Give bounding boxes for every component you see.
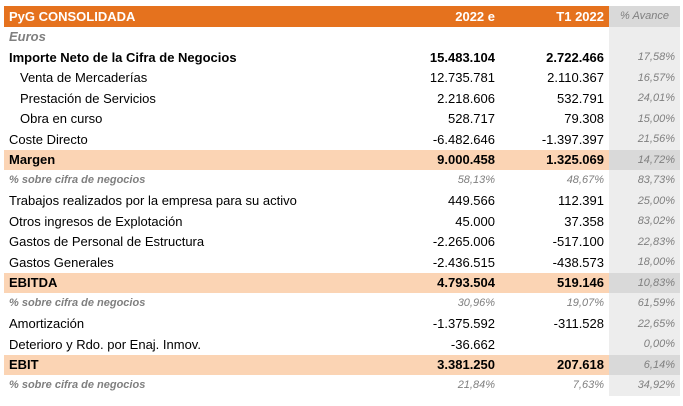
table-row: Coste Directo -6.482.646 -1.397.397 21,5… bbox=[4, 129, 680, 150]
row-value-2022e: 4.793.504 bbox=[412, 272, 500, 293]
row-value-t1-2022: -438.573 bbox=[552, 254, 604, 270]
row-label: Amortización bbox=[9, 316, 85, 332]
column-header-avance: % Avance bbox=[609, 6, 680, 27]
column-header-2022e: 2022 e bbox=[412, 6, 500, 27]
row-label: Otros ingresos de Explotación bbox=[9, 213, 183, 229]
row-label: % sobre cifra de negocios bbox=[9, 174, 146, 187]
row-value-t1-2022: 1.325.069 bbox=[500, 149, 609, 170]
row-avance: 21,56% bbox=[609, 129, 680, 150]
row-value-2022e: 3.381.250 bbox=[412, 354, 500, 375]
column-header-t1-2022: T1 2022 bbox=[500, 6, 609, 27]
row-avance: 22,83% bbox=[609, 231, 680, 252]
table-row: Obra en curso 528.717 79.308 15,00% bbox=[4, 108, 680, 129]
subtotal-row-margen: Margen 9.000.458 1.325.069 14,72% bbox=[4, 149, 680, 170]
row-avance: 0,00% bbox=[609, 334, 680, 355]
header-row: PyG CONSOLIDADA 2022 e T1 2022 % Avance bbox=[4, 6, 680, 27]
table-row: Amortización -1.375.592 -311.528 22,65% bbox=[4, 313, 680, 334]
row-value-2022e: 449.566 bbox=[448, 193, 495, 209]
row-label: Deterioro y Rdo. por Enaj. Inmov. bbox=[9, 336, 201, 352]
row-value-2022e: 21,84% bbox=[457, 379, 495, 392]
row-avance: 6,14% bbox=[609, 354, 680, 375]
row-value-t1-2022: -517.100 bbox=[552, 234, 604, 250]
pyg-table: PyG CONSOLIDADA 2022 e T1 2022 % Avance … bbox=[4, 6, 680, 396]
row-label: Obra en curso bbox=[20, 111, 103, 127]
row-avance: 25,00% bbox=[609, 190, 680, 211]
row-avance: 10,83% bbox=[609, 272, 680, 293]
row-value-2022e: 45.000 bbox=[455, 213, 495, 229]
row-value-2022e: -6.482.646 bbox=[432, 131, 495, 147]
table-row: Importe Neto de la Cifra de Negocios 15.… bbox=[4, 47, 680, 68]
row-value-t1-2022: 2.110.367 bbox=[547, 70, 604, 86]
row-label: Importe Neto de la Cifra de Negocios bbox=[9, 49, 237, 65]
table-row: Venta de Mercaderías 12.735.781 2.110.36… bbox=[4, 67, 680, 88]
row-value-t1-2022: 519.146 bbox=[500, 272, 609, 293]
row-label: EBIT bbox=[4, 354, 412, 375]
row-value-t1-2022: 2.722.466 bbox=[546, 49, 604, 65]
row-label: Trabajos realizados por la empresa para … bbox=[9, 193, 297, 209]
row-avance: 15,00% bbox=[609, 108, 680, 129]
row-avance: 22,65% bbox=[609, 313, 680, 334]
row-value-t1-2022: 207.618 bbox=[500, 354, 609, 375]
row-value-2022e: 58,13% bbox=[457, 174, 495, 187]
row-avance: 61,59% bbox=[609, 293, 680, 314]
row-avance: 34,92% bbox=[609, 375, 680, 396]
row-value-2022e: -1.375.592 bbox=[432, 316, 495, 332]
row-avance: 83,02% bbox=[609, 211, 680, 232]
units-row: Euros bbox=[4, 26, 680, 47]
row-value-t1-2022: -311.528 bbox=[553, 316, 604, 332]
row-value-2022e: 30,96% bbox=[457, 297, 495, 310]
row-label: EBITDA bbox=[4, 272, 412, 293]
row-label: Prestación de Servicios bbox=[20, 90, 156, 106]
row-label: Margen bbox=[4, 149, 412, 170]
row-label: Coste Directo bbox=[9, 131, 88, 147]
table-row: Gastos Generales -2.436.515 -438.573 18,… bbox=[4, 252, 680, 273]
row-value-2022e: -2.265.006 bbox=[432, 234, 495, 250]
row-value-t1-2022: 37.358 bbox=[564, 213, 604, 229]
row-avance: 83,73% bbox=[609, 170, 680, 191]
row-label: Gastos de Personal de Estructura bbox=[9, 234, 205, 250]
row-value-t1-2022: 532.791 bbox=[557, 90, 604, 106]
row-value-t1-2022 bbox=[500, 334, 609, 355]
table-row: Prestación de Servicios 2.218.606 532.79… bbox=[4, 88, 680, 109]
row-avance: 24,01% bbox=[609, 88, 680, 109]
table-row: Deterioro y Rdo. por Enaj. Inmov. -36.66… bbox=[4, 334, 680, 355]
row-value-t1-2022: 112.391 bbox=[557, 193, 604, 209]
row-value-2022e: -36.662 bbox=[450, 336, 495, 352]
subtotal-row-ebitda: EBITDA 4.793.504 519.146 10,83% bbox=[4, 272, 680, 293]
row-value-t1-2022: 7,63% bbox=[572, 379, 604, 392]
row-value-t1-2022: 79.308 bbox=[564, 111, 604, 127]
ratio-row: % sobre cifra de negocios 58,13% 48,67% … bbox=[4, 170, 680, 191]
row-avance: 14,72% bbox=[609, 149, 680, 170]
row-value-2022e: 528.717 bbox=[448, 111, 495, 127]
row-avance: 17,58% bbox=[609, 47, 680, 68]
row-value-t1-2022: 19,07% bbox=[566, 297, 604, 310]
units-label: Euros bbox=[9, 29, 46, 45]
row-value-2022e: 12.735.781 bbox=[429, 70, 495, 86]
ratio-row: % sobre cifra de negocios 30,96% 19,07% … bbox=[4, 293, 680, 314]
table-row: Otros ingresos de Explotación 45.000 37.… bbox=[4, 211, 680, 232]
row-value-t1-2022: -1.397.397 bbox=[541, 131, 604, 147]
row-label: Gastos Generales bbox=[9, 254, 114, 270]
row-avance: 18,00% bbox=[609, 252, 680, 273]
row-label: Venta de Mercaderías bbox=[20, 70, 148, 86]
ratio-row: % sobre cifra de negocios 21,84% 7,63% 3… bbox=[4, 375, 680, 396]
row-label: % sobre cifra de negocios bbox=[9, 379, 146, 392]
row-value-2022e: -2.436.515 bbox=[432, 254, 495, 270]
table-row: Trabajos realizados por la empresa para … bbox=[4, 190, 680, 211]
table-row: Gastos de Personal de Estructura -2.265.… bbox=[4, 231, 680, 252]
table-title: PyG CONSOLIDADA bbox=[4, 6, 412, 27]
row-avance: 16,57% bbox=[609, 67, 680, 88]
row-value-2022e: 15.483.104 bbox=[429, 49, 495, 65]
row-value-2022e: 2.218.606 bbox=[437, 90, 495, 106]
subtotal-row-ebit: EBIT 3.381.250 207.618 6,14% bbox=[4, 354, 680, 375]
row-value-t1-2022: 48,67% bbox=[566, 174, 604, 187]
row-value-2022e: 9.000.458 bbox=[412, 149, 500, 170]
row-label: % sobre cifra de negocios bbox=[9, 297, 146, 310]
